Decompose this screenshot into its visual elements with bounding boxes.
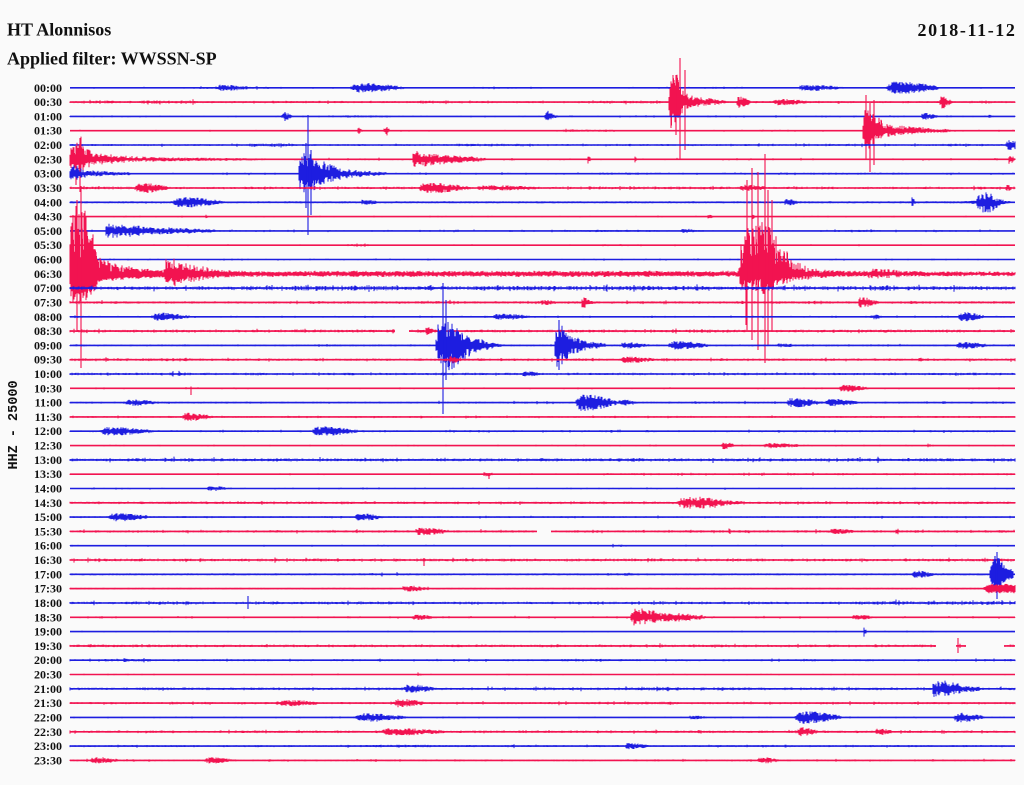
svg-text:08:30: 08:30	[34, 324, 62, 338]
svg-text:09:30: 09:30	[34, 353, 62, 367]
svg-text:10:00: 10:00	[34, 367, 62, 381]
svg-text:22:30: 22:30	[34, 725, 62, 739]
svg-text:03:30: 03:30	[34, 181, 62, 195]
svg-text:18:00: 18:00	[34, 596, 62, 610]
svg-text:11:00: 11:00	[35, 396, 62, 410]
svg-text:06:30: 06:30	[34, 267, 62, 281]
svg-text:13:00: 13:00	[34, 453, 62, 467]
svg-text:17:00: 17:00	[34, 567, 62, 581]
svg-text:21:30: 21:30	[34, 696, 62, 710]
svg-text:19:00: 19:00	[34, 625, 62, 639]
svg-text:15:00: 15:00	[34, 510, 62, 524]
svg-text:02:30: 02:30	[34, 152, 62, 166]
svg-text:Applied filter: WWSSN-SP: Applied filter: WWSSN-SP	[7, 49, 217, 69]
svg-text:23:00: 23:00	[34, 739, 62, 753]
svg-text:04:00: 04:00	[34, 195, 62, 209]
svg-text:21:00: 21:00	[34, 682, 62, 696]
svg-text:2018-11-12: 2018-11-12	[918, 20, 1017, 40]
svg-text:HHZ - 25000: HHZ - 25000	[7, 380, 22, 469]
svg-text:09:00: 09:00	[34, 338, 62, 352]
svg-text:20:30: 20:30	[34, 668, 62, 682]
svg-text:23:30: 23:30	[34, 753, 62, 767]
svg-text:14:00: 14:00	[34, 482, 62, 496]
svg-text:10:30: 10:30	[34, 381, 62, 395]
svg-text:05:30: 05:30	[34, 238, 62, 252]
svg-text:19:30: 19:30	[34, 639, 62, 653]
svg-text:01:00: 01:00	[34, 109, 62, 123]
svg-text:05:00: 05:00	[34, 224, 62, 238]
svg-text:06:00: 06:00	[34, 253, 62, 267]
svg-text:07:00: 07:00	[34, 281, 62, 295]
svg-text:08:00: 08:00	[34, 310, 62, 324]
svg-text:13:30: 13:30	[34, 467, 62, 481]
svg-text:12:30: 12:30	[34, 439, 62, 453]
svg-text:03:00: 03:00	[34, 167, 62, 181]
svg-text:16:30: 16:30	[34, 553, 62, 567]
svg-text:04:30: 04:30	[34, 210, 62, 224]
svg-text:HT Alonnisos: HT Alonnisos	[7, 20, 111, 40]
svg-text:22:00: 22:00	[34, 710, 62, 724]
svg-text:17:30: 17:30	[34, 582, 62, 596]
svg-text:11:30: 11:30	[35, 410, 62, 424]
svg-text:18:30: 18:30	[34, 610, 62, 624]
svg-text:00:00: 00:00	[34, 81, 62, 95]
svg-text:02:00: 02:00	[34, 138, 62, 152]
svg-text:07:30: 07:30	[34, 295, 62, 309]
svg-text:14:30: 14:30	[34, 496, 62, 510]
svg-text:12:00: 12:00	[34, 424, 62, 438]
svg-text:20:00: 20:00	[34, 653, 62, 667]
svg-text:15:30: 15:30	[34, 524, 62, 538]
svg-text:00:30: 00:30	[34, 95, 62, 109]
svg-text:01:30: 01:30	[34, 124, 62, 138]
svg-text:16:00: 16:00	[34, 539, 62, 553]
